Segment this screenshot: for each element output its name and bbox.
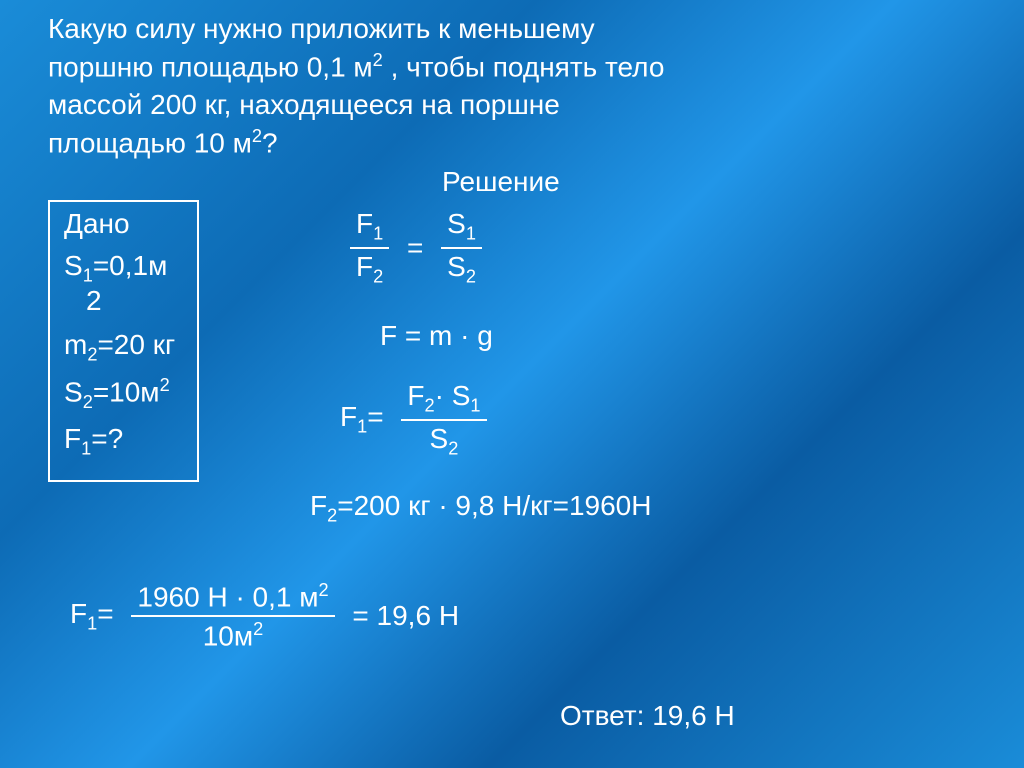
sq2: 2 bbox=[252, 126, 262, 146]
f1e-den: S bbox=[430, 423, 449, 454]
given-m2: m2=20 кг bbox=[64, 329, 175, 366]
given-f1: F1=? bbox=[64, 423, 175, 460]
rs2s: 2 bbox=[466, 266, 476, 286]
ratio-left: F1 F2 bbox=[350, 208, 389, 287]
f1e-nbs: 1 bbox=[470, 396, 480, 416]
f1e-eq: = bbox=[367, 401, 383, 432]
rs1s: 1 bbox=[466, 224, 476, 244]
f2c-lhs: F bbox=[310, 490, 327, 521]
f1e-dot: · S bbox=[435, 380, 471, 411]
f2c-lhs-s: 2 bbox=[327, 506, 337, 526]
f2-calc: F2=200 кг · 9,8 Н/кг=1960Н bbox=[310, 490, 651, 527]
fin-eq: = bbox=[97, 598, 113, 629]
f1e-lhs: F bbox=[340, 401, 357, 432]
m2-var: m bbox=[64, 329, 87, 360]
problem-line4a: площадью 10 м bbox=[48, 127, 252, 158]
ratio-right: S1 S2 bbox=[441, 208, 482, 287]
given-s1: S1=0,1м 2 bbox=[64, 250, 175, 287]
problem-line1: Какую силу нужно приложить к меньшему bbox=[48, 13, 595, 44]
fin-num: 1960 Н · 0,1 м bbox=[137, 581, 318, 612]
fin-res: = 19,6 Н bbox=[342, 600, 469, 632]
f1-sub: 1 bbox=[81, 439, 91, 459]
ratio-equation: F1 F2 = S1 S2 bbox=[350, 208, 482, 287]
problem-line2b: , чтобы поднять тело bbox=[383, 51, 665, 82]
f1e-lhs-s: 1 bbox=[357, 417, 367, 437]
rf1s: 1 bbox=[373, 224, 383, 244]
sq1: 2 bbox=[373, 50, 383, 70]
f1-val: =? bbox=[91, 423, 123, 454]
s2-sup: 2 bbox=[160, 375, 170, 395]
ratio-eq-sign: = bbox=[397, 232, 433, 264]
fin-lhs-s: 1 bbox=[87, 614, 97, 634]
fmg-equation: F = m · g bbox=[380, 320, 493, 352]
m2-sub: 2 bbox=[87, 344, 97, 364]
fin-den-sup: 2 bbox=[253, 619, 263, 639]
given-box: Дано S1=0,1м 2 m2=20 кг S2=10м2 F1=? bbox=[48, 200, 199, 482]
rs2: S bbox=[447, 251, 466, 282]
f2c-rest: =200 кг · 9,8 Н/кг=1960Н bbox=[337, 490, 651, 521]
rf1: F bbox=[356, 208, 373, 239]
s1-var: S bbox=[64, 250, 83, 281]
problem-line3: массой 200 кг, находящееся на поршне bbox=[48, 89, 560, 120]
problem-line4b: ? bbox=[262, 127, 278, 158]
fin-frac: 1960 Н · 0,1 м2 10м2 bbox=[131, 580, 334, 653]
given-s2: S2=10м2 bbox=[64, 375, 175, 413]
rs1: S bbox=[447, 208, 466, 239]
solution-label: Решение bbox=[442, 166, 560, 198]
f1e-nas: 2 bbox=[424, 396, 434, 416]
f1-var: F bbox=[64, 423, 81, 454]
f1-expression: F1= F2· S1 S2 bbox=[340, 380, 487, 459]
given-title: Дано bbox=[64, 208, 175, 240]
fin-den: 10м bbox=[203, 621, 253, 652]
s2-val: =10м bbox=[93, 377, 160, 408]
f1e-na: F bbox=[407, 380, 424, 411]
answer: Ответ: 19,6 Н bbox=[560, 700, 735, 732]
s2-var: S bbox=[64, 377, 83, 408]
m2-val: =20 кг bbox=[97, 329, 175, 360]
f1e-dens: 2 bbox=[448, 438, 458, 458]
problem-text: Какую силу нужно приложить к меньшему по… bbox=[48, 10, 984, 162]
s1-sub: 1 bbox=[83, 266, 93, 286]
final-calc: F1= 1960 Н · 0,1 м2 10м2 = 19,6 Н bbox=[70, 580, 469, 653]
rf2s: 2 bbox=[373, 266, 383, 286]
fin-num-sup: 2 bbox=[319, 580, 329, 600]
f1e-frac: F2· S1 S2 bbox=[401, 380, 486, 459]
problem-line2a: поршню площадью 0,1 м bbox=[48, 51, 373, 82]
s1-extra-2: 2 bbox=[86, 285, 102, 317]
s2-sub: 2 bbox=[83, 392, 93, 412]
rf2: F bbox=[356, 251, 373, 282]
s1-val: =0,1м bbox=[93, 250, 168, 281]
fin-lhs: F bbox=[70, 598, 87, 629]
